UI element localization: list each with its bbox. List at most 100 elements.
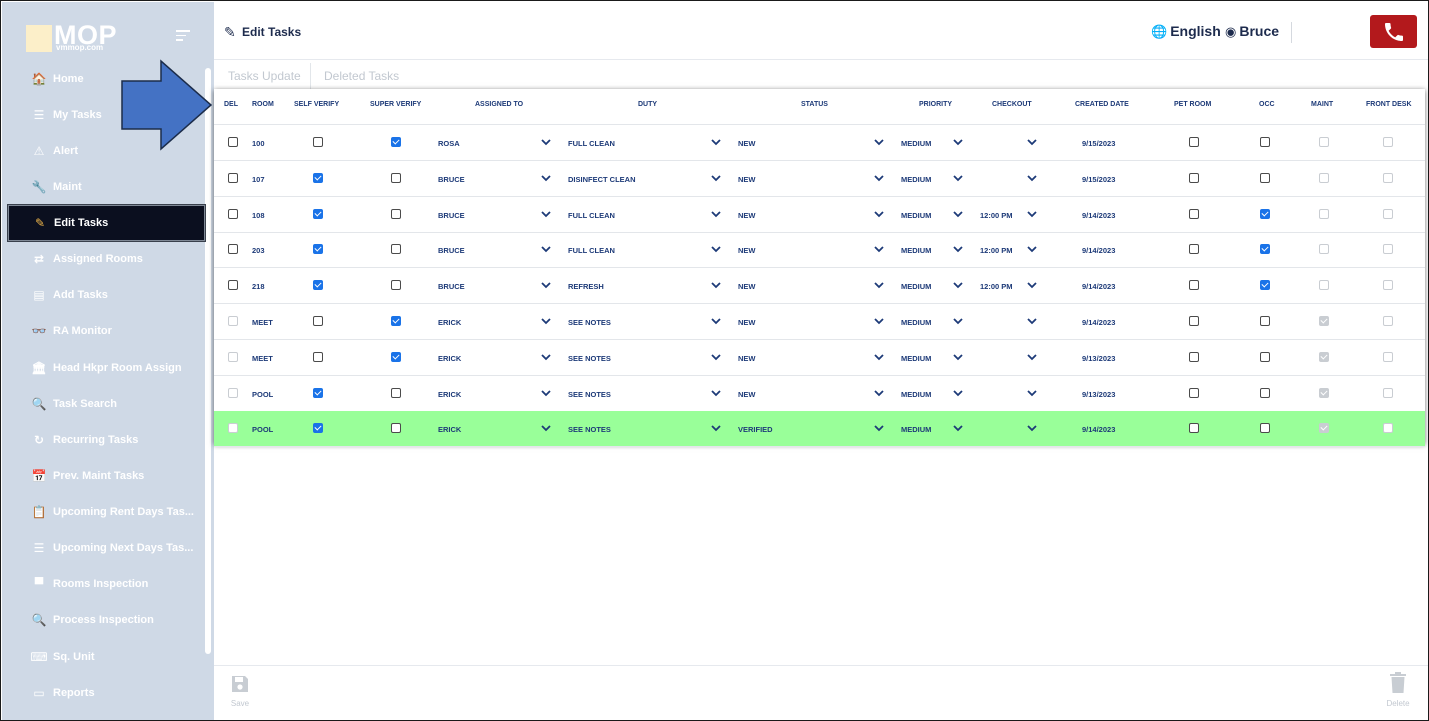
sidebar-item-maint[interactable]: 🔧 Maint xyxy=(2,169,214,205)
chevron-down-icon[interactable] xyxy=(1026,240,1038,258)
sidebar-scrollbar[interactable] xyxy=(205,68,211,654)
chevron-down-icon[interactable] xyxy=(873,384,885,402)
pet-room-checkbox[interactable] xyxy=(1189,351,1199,362)
maint-checkbox[interactable] xyxy=(1319,316,1329,326)
pet-room-checkbox[interactable] xyxy=(1189,137,1199,147)
occ-checkbox[interactable] xyxy=(1260,172,1270,183)
pet-room-checkbox[interactable] xyxy=(1189,280,1199,291)
chevron-down-icon[interactable] xyxy=(1026,276,1038,294)
menu-toggle-icon[interactable] xyxy=(176,30,190,44)
occ-checkbox[interactable] xyxy=(1260,137,1270,147)
chevron-down-icon[interactable] xyxy=(540,419,552,437)
delete-checkbox[interactable] xyxy=(228,351,238,362)
maint-checkbox[interactable] xyxy=(1319,423,1329,434)
super-verify-checkbox[interactable] xyxy=(391,244,401,255)
chevron-down-icon[interactable] xyxy=(873,312,885,330)
chevron-down-icon[interactable] xyxy=(710,205,722,223)
chevron-down-icon[interactable] xyxy=(952,169,964,187)
delete-checkbox[interactable] xyxy=(228,316,238,326)
maint-checkbox[interactable] xyxy=(1319,280,1329,291)
column-header[interactable]: PET ROOM xyxy=(1174,101,1212,108)
sidebar-item-sq-unit[interactable]: ⌨ Sq. Unit xyxy=(2,639,214,675)
occ-checkbox[interactable] xyxy=(1260,423,1270,434)
delete-checkbox[interactable] xyxy=(228,244,238,255)
chevron-down-icon[interactable] xyxy=(540,205,552,223)
chevron-down-icon[interactable] xyxy=(710,276,722,294)
maint-checkbox[interactable] xyxy=(1319,172,1329,183)
column-header[interactable]: FRONT DESK xyxy=(1366,101,1412,108)
front-desk-checkbox[interactable] xyxy=(1383,387,1393,398)
pet-room-checkbox[interactable] xyxy=(1189,172,1199,183)
chevron-down-icon[interactable] xyxy=(540,133,552,151)
chevron-down-icon[interactable] xyxy=(952,240,964,258)
chevron-down-icon[interactable] xyxy=(710,312,722,330)
chevron-down-icon[interactable] xyxy=(1026,384,1038,402)
occ-checkbox[interactable] xyxy=(1260,208,1270,219)
column-header[interactable]: MAINT xyxy=(1311,101,1334,108)
front-desk-checkbox[interactable] xyxy=(1383,316,1393,326)
maint-checkbox[interactable] xyxy=(1319,244,1329,255)
front-desk-checkbox[interactable] xyxy=(1383,280,1393,291)
chevron-down-icon[interactable] xyxy=(710,419,722,437)
sidebar-item-home[interactable]: 🏠 Home xyxy=(2,61,214,97)
sidebar-item-upcoming-rent-days-tas[interactable]: 📋 Upcoming Rent Days Tas... xyxy=(2,494,214,530)
chevron-down-icon[interactable] xyxy=(540,348,552,366)
chevron-down-icon[interactable] xyxy=(710,348,722,366)
front-desk-checkbox[interactable] xyxy=(1383,423,1393,434)
chevron-down-icon[interactable] xyxy=(952,276,964,294)
self-verify-checkbox[interactable] xyxy=(313,423,323,434)
super-verify-checkbox[interactable] xyxy=(391,137,401,147)
chevron-down-icon[interactable] xyxy=(540,169,552,187)
chevron-down-icon[interactable] xyxy=(952,384,964,402)
pet-room-checkbox[interactable] xyxy=(1189,208,1199,219)
self-verify-checkbox[interactable] xyxy=(313,387,323,398)
pet-room-checkbox[interactable] xyxy=(1189,387,1199,398)
chevron-down-icon[interactable] xyxy=(710,240,722,258)
user-menu[interactable]: ◉ Bruce xyxy=(1225,23,1279,40)
chevron-down-icon[interactable] xyxy=(1026,133,1038,151)
chevron-down-icon[interactable] xyxy=(873,276,885,294)
front-desk-checkbox[interactable] xyxy=(1383,172,1393,183)
sidebar-item-upcoming-next-days-tas[interactable]: ☰ Upcoming Next Days Tas... xyxy=(2,530,214,566)
chevron-down-icon[interactable] xyxy=(873,240,885,258)
occ-checkbox[interactable] xyxy=(1260,244,1270,255)
front-desk-checkbox[interactable] xyxy=(1383,244,1393,255)
column-header[interactable]: CHECKOUT xyxy=(992,101,1032,108)
delete-checkbox[interactable] xyxy=(228,208,238,219)
column-header[interactable]: DEL xyxy=(224,101,238,108)
save-button[interactable]: Save xyxy=(228,674,252,708)
column-header[interactable]: OCC xyxy=(1259,101,1275,108)
maint-checkbox[interactable] xyxy=(1319,208,1329,219)
phone-button[interactable] xyxy=(1370,15,1417,48)
tab-deleted-tasks[interactable]: Deleted Tasks xyxy=(324,69,400,83)
sidebar-item-edit-tasks[interactable]: ✎ Edit Tasks xyxy=(8,205,205,241)
maint-checkbox[interactable] xyxy=(1319,387,1329,398)
self-verify-checkbox[interactable] xyxy=(313,316,323,326)
occ-checkbox[interactable] xyxy=(1260,387,1270,398)
column-header[interactable]: CREATED DATE xyxy=(1075,101,1129,108)
delete-checkbox[interactable] xyxy=(228,172,238,183)
self-verify-checkbox[interactable] xyxy=(313,280,323,291)
self-verify-checkbox[interactable] xyxy=(313,172,323,183)
chevron-down-icon[interactable] xyxy=(873,205,885,223)
column-header[interactable]: ASSIGNED TO xyxy=(475,101,524,108)
delete-checkbox[interactable] xyxy=(228,137,238,147)
pet-room-checkbox[interactable] xyxy=(1189,423,1199,434)
delete-checkbox[interactable] xyxy=(228,387,238,398)
sidebar-item-add-tasks[interactable]: ▤ Add Tasks xyxy=(2,277,214,313)
sidebar-item-my-tasks[interactable]: ☰ My Tasks xyxy=(2,97,214,133)
tab-tasks-update[interactable]: Tasks Update xyxy=(228,69,301,83)
delete-button[interactable]: Delete xyxy=(1381,672,1415,708)
self-verify-checkbox[interactable] xyxy=(313,351,323,362)
chevron-down-icon[interactable] xyxy=(1026,348,1038,366)
chevron-down-icon[interactable] xyxy=(540,240,552,258)
sidebar-item-reports[interactable]: ▭ Reports xyxy=(2,675,214,711)
chevron-down-icon[interactable] xyxy=(952,133,964,151)
column-header[interactable]: DUTY xyxy=(638,101,658,108)
chevron-down-icon[interactable] xyxy=(1026,419,1038,437)
super-verify-checkbox[interactable] xyxy=(391,387,401,398)
chevron-down-icon[interactable] xyxy=(710,133,722,151)
chevron-down-icon[interactable] xyxy=(1026,205,1038,223)
chevron-down-icon[interactable] xyxy=(1026,169,1038,187)
sidebar-item-ra-monitor[interactable]: 👓 RA Monitor xyxy=(2,313,214,349)
